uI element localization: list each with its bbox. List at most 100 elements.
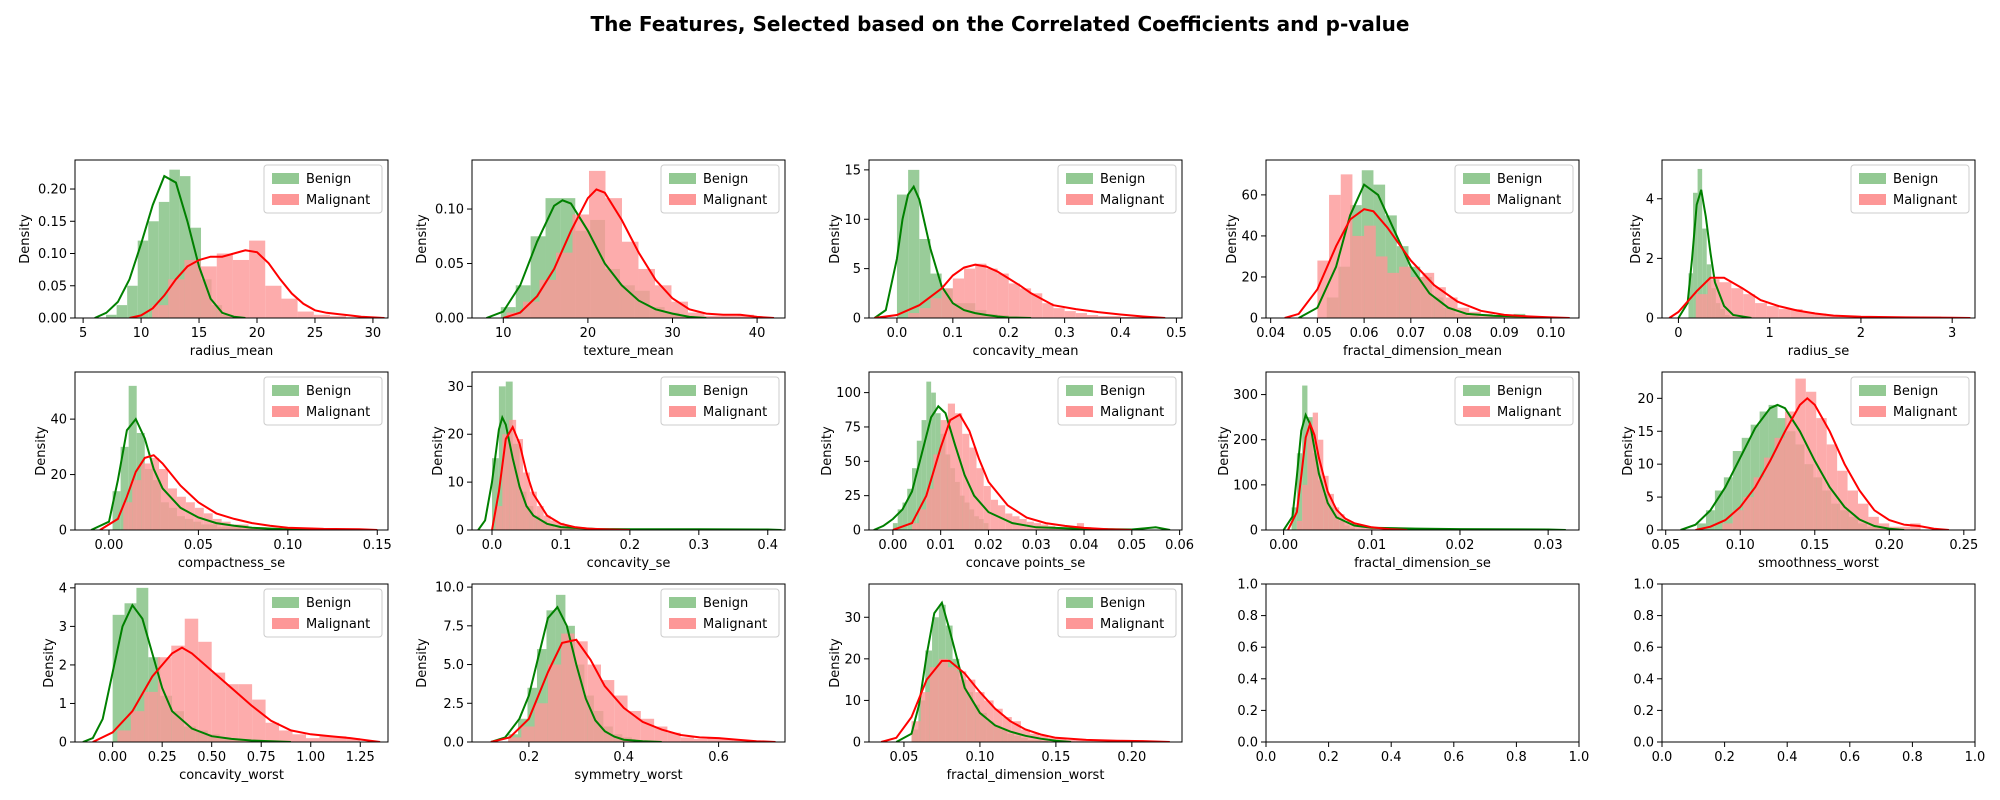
malignant-hist-bar: [521, 726, 535, 742]
x-axis-label: compactness_se: [178, 556, 285, 571]
x-tick-label: 0.10: [965, 750, 994, 765]
plot-area: [1282, 385, 1566, 530]
y-tick-label: 0: [853, 736, 861, 751]
malignant-hist-bar: [1814, 313, 1827, 318]
malignant-hist-bar: [993, 708, 1003, 742]
malignant-hist-bar: [523, 472, 530, 530]
y-tick-label: 0.15: [38, 215, 67, 230]
legend: Benign Malignant: [1057, 588, 1177, 638]
plot-area: [1680, 378, 1949, 530]
subplot-9: 0.00 0.01 0.02 0.03 0 100 200 300 fractal_dimens…: [1217, 371, 1580, 571]
x-tick-label: 25: [307, 326, 324, 341]
x-tick-label: 2: [1857, 326, 1865, 341]
x-tick-label: 0.2: [998, 326, 1019, 341]
benign-hist-bar: [112, 491, 121, 530]
malignant-hist-bar: [1422, 272, 1435, 318]
axes-frame: [868, 371, 1183, 531]
benign-legend-swatch: [1066, 385, 1093, 396]
axes-frame: [1265, 159, 1580, 319]
x-axis-label: concavity_se: [587, 556, 671, 571]
malignant-hist-bar: [171, 645, 185, 742]
benign-hist-bar: [158, 201, 170, 318]
malignant-hist-bar: [281, 298, 298, 318]
benign-legend-swatch: [1859, 173, 1886, 184]
malignant-hist-bar: [687, 312, 705, 318]
malignant-hist-bar: [911, 721, 921, 742]
malignant-hist-bar: [1410, 276, 1423, 318]
malignant-hist-bar: [969, 447, 977, 530]
benign-hist-bar: [1302, 385, 1308, 530]
malignant-hist-bar: [1755, 303, 1767, 318]
benign-hist-bar: [1741, 437, 1751, 530]
y-tick-label: 0.10: [435, 203, 464, 218]
x-tick-label: 0.15: [1800, 538, 1829, 553]
malignant-hist-bar: [305, 738, 320, 742]
malignant-hist-bar: [1826, 444, 1838, 530]
malignant-hist-bar: [221, 521, 231, 530]
malignant-hist-bar: [1019, 288, 1032, 318]
malignant-kde-line: [1284, 208, 1570, 318]
benign-hist-bar: [527, 687, 537, 742]
benign-hist-bar: [902, 502, 908, 530]
benign-legend-swatch: [1066, 597, 1093, 608]
y-tick-label: 0.2: [1633, 704, 1654, 719]
benign-kde-line: [477, 414, 782, 530]
benign-hist-bar: [930, 273, 942, 318]
malignant-hist-bar: [168, 279, 185, 318]
malignant-hist-bar: [184, 259, 201, 318]
malignant-hist-bar: [1031, 293, 1043, 318]
x-tick-label: 0.01: [926, 538, 955, 553]
malignant-hist-bar: [1317, 260, 1330, 318]
malignant-hist-bar: [1064, 311, 1076, 318]
y-tick-label: 20: [50, 468, 67, 483]
x-tick-label: 0.0: [1256, 750, 1277, 765]
malignant-hist-bar: [502, 434, 510, 530]
x-tick-label: 0.3: [688, 538, 709, 553]
y-tick-label: 20: [447, 428, 464, 443]
benign-legend-swatch: [1066, 173, 1093, 184]
benign-kde-line: [874, 184, 1032, 318]
benign-hist-bar: [179, 176, 191, 318]
malignant-kde-line: [502, 188, 775, 318]
x-tick-label: 0.20: [1875, 538, 1904, 553]
x-tick-label: 0.10: [1726, 538, 1755, 553]
x-tick-label: 10: [133, 326, 150, 341]
malignant-hist-bar: [1387, 272, 1400, 318]
x-tick-label: 0.2: [519, 750, 540, 765]
malignant-hist-bar: [1340, 174, 1353, 318]
malignant-hist-bar: [1323, 475, 1329, 530]
malignant-hist-bar: [1365, 527, 1371, 530]
y-tick-label: 0: [456, 524, 464, 539]
malignant-legend-swatch: [1066, 194, 1093, 205]
malignant-hist-bar: [1355, 525, 1361, 530]
malignant-hist-bar: [185, 502, 195, 530]
benign-hist-bar: [1750, 424, 1760, 530]
y-tick-label: 10: [844, 694, 861, 709]
malignant-hist-bar: [1847, 490, 1858, 530]
y-axis-label: Density: [1621, 426, 1636, 476]
plot-area: [880, 600, 1170, 742]
malignant-hist-bar: [667, 732, 681, 742]
malignant-hist-bar: [1805, 391, 1817, 530]
x-axis-label: concave points_se: [966, 556, 1085, 571]
y-tick-label: 0.0: [1633, 736, 1654, 751]
malignant-legend-label: Malignant: [703, 193, 767, 208]
malignant-hist-bar: [1802, 312, 1815, 318]
y-tick-label: 1.0: [1633, 578, 1654, 593]
malignant-legend-label: Malignant: [306, 193, 370, 208]
malignant-hist-bar: [614, 695, 628, 742]
malignant-hist-bar: [194, 507, 204, 530]
malignant-hist-bar: [1296, 520, 1303, 530]
axes-frame: [471, 159, 786, 319]
benign-legend-label: Benign: [703, 596, 748, 611]
legend: Benign Malignant: [660, 588, 780, 638]
x-tick-label: 0.00: [98, 750, 127, 765]
malignant-hist-bar: [976, 468, 984, 530]
y-tick-label: 10: [1637, 458, 1654, 473]
x-tick-label: 0.75: [247, 750, 276, 765]
malignant-hist-bar: [238, 684, 253, 742]
malignant-hist-bar: [680, 737, 694, 742]
benign-hist-bar: [896, 194, 909, 318]
axes-frame: [1661, 159, 1976, 319]
y-tick-label: 0: [1250, 312, 1258, 327]
